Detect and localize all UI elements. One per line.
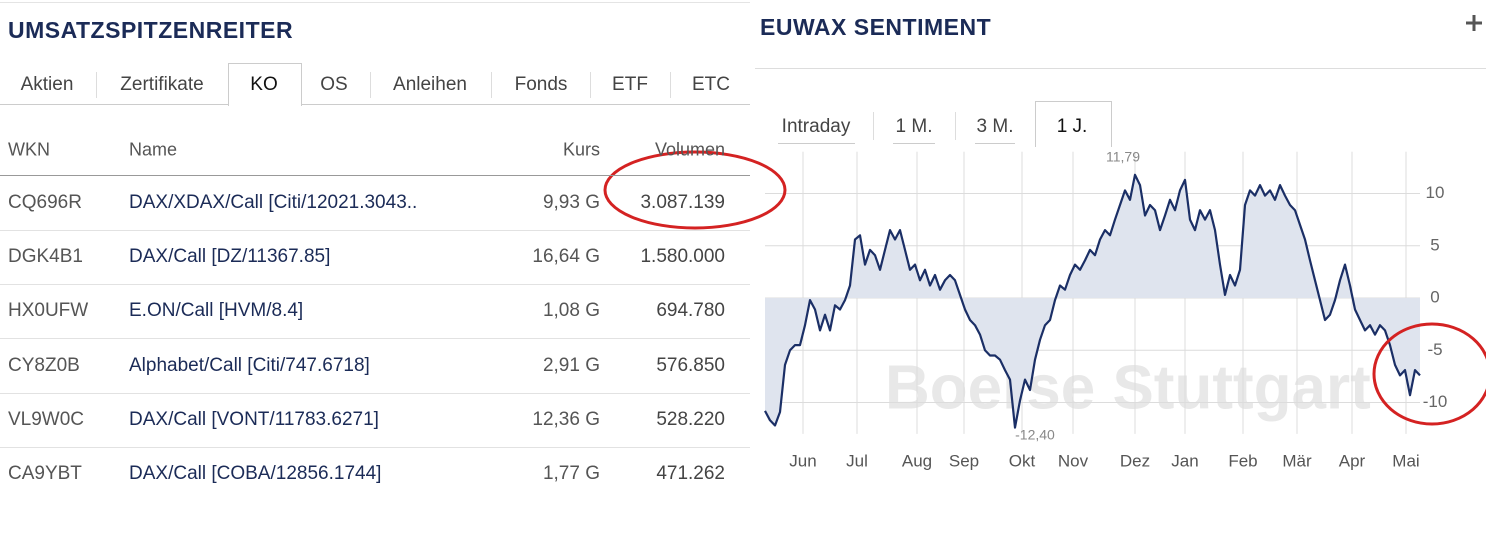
x-tick-label: Jan	[1171, 451, 1198, 470]
table-cell: 16,64 G	[532, 246, 600, 268]
watermark: Boerse Stuttgart	[885, 353, 1371, 422]
tab-underline	[975, 143, 1015, 144]
x-tick-label: Sep	[949, 451, 979, 470]
table-cell: HX0UFW	[8, 300, 89, 322]
table-cell: VL9W0C	[8, 408, 85, 430]
table-cell: CY8Z0B	[8, 354, 80, 376]
tab[interactable]: Zertifikate	[120, 74, 204, 95]
table-cell: CQ696R	[8, 192, 82, 213]
right-title: EUWAX SENTIMENT	[760, 14, 992, 40]
tab-separator	[590, 72, 591, 98]
table-cell: 1.580.000	[640, 246, 725, 268]
tab[interactable]: OS	[320, 74, 348, 95]
extreme-label: 11,79	[1106, 149, 1140, 165]
column-header: Name	[129, 139, 178, 160]
right-divider	[755, 68, 1486, 69]
tab-separator	[873, 112, 874, 140]
line	[764, 173, 1421, 429]
instrument-name[interactable]: DAX/Call [DZ/11367.85]	[129, 246, 331, 268]
tab-underline	[893, 143, 935, 144]
active-tab-box	[228, 63, 302, 106]
tab-underline	[778, 143, 855, 144]
area	[765, 174, 1420, 428]
table-cell: 471.262	[656, 463, 725, 484]
row-separator	[0, 392, 750, 394]
header-line	[0, 175, 750, 176]
x-tick-label: Jul	[846, 451, 868, 470]
table-cell: 12,36 G	[532, 408, 600, 430]
table-cell: 3.087.139	[640, 192, 725, 213]
expand-icon[interactable]	[1464, 13, 1484, 33]
y-tick-label: 5	[1430, 235, 1439, 254]
y-tick-label: 10	[1426, 183, 1445, 202]
y-tick-label: -10	[1423, 392, 1448, 411]
extreme-label: -12,40	[1015, 426, 1055, 442]
left-title: UMSATZSPITZENREITER	[8, 17, 294, 43]
column-header: Kurs	[562, 139, 600, 160]
table-cell: 694.780	[656, 300, 725, 322]
tab[interactable]: ETF	[612, 74, 648, 95]
top-border	[0, 2, 750, 3]
column-header: Volumen	[654, 139, 725, 160]
x-tick-label: Feb	[1228, 451, 1257, 470]
y-tick-label: 0	[1430, 288, 1439, 307]
row-separator	[0, 230, 750, 231]
tab[interactable]: ETC	[692, 74, 730, 95]
tab[interactable]: Intraday	[781, 116, 851, 137]
tab-separator	[96, 72, 97, 98]
tab[interactable]: Anleihen	[393, 74, 467, 95]
active-tab-box	[1035, 101, 1112, 147]
x-tick-label: Apr	[1339, 451, 1366, 470]
table-cell: 576.850	[656, 354, 725, 376]
x-tick-label: Mär	[1282, 451, 1312, 470]
instrument-name[interactable]: DAX/XDAX/Call [Citi/12021.3043..	[129, 192, 418, 213]
column-header: WKN	[8, 139, 50, 160]
tab-separator	[955, 112, 956, 140]
table-cell: 2,91 G	[542, 354, 600, 376]
x-tick-label: Mai	[1392, 451, 1419, 470]
tab-separator	[491, 72, 492, 98]
tab[interactable]: Aktien	[20, 74, 74, 95]
tab-bar-line	[0, 104, 750, 105]
instrument-name[interactable]: Alphabet/Call [Citi/747.6718]	[129, 354, 370, 376]
table-cell: 528.220	[656, 408, 725, 430]
tab-separator	[670, 72, 671, 98]
tab[interactable]: Fonds	[514, 74, 568, 95]
x-tick-label: Jun	[789, 451, 816, 470]
row-separator	[0, 284, 750, 286]
tab-separator	[370, 72, 371, 98]
table-cell: 9,93 G	[542, 192, 600, 213]
y-tick-label: -5	[1427, 340, 1442, 359]
x-tick-label: Nov	[1058, 451, 1089, 470]
instrument-name[interactable]: DAX/Call [VONT/11783.6271]	[129, 408, 379, 430]
row-separator	[0, 446, 750, 448]
x-tick-label: Okt	[1009, 451, 1036, 470]
tab[interactable]: 1 M.	[895, 116, 933, 137]
table-cell: 1,77 G	[542, 463, 600, 484]
tab-active[interactable]: KO	[250, 74, 278, 95]
table-cell: 1,08 G	[542, 300, 600, 322]
row-separator	[0, 338, 750, 340]
x-tick-label: Dez	[1120, 451, 1150, 470]
instrument-name[interactable]: DAX/Call [COBA/12856.1744]	[129, 463, 382, 484]
table-cell: CA9YBT	[8, 463, 82, 484]
tab-active[interactable]: 1 J.	[1056, 116, 1088, 137]
x-tick-label: Aug	[902, 451, 932, 470]
instrument-name[interactable]: E.ON/Call [HVM/8.4]	[129, 300, 304, 322]
table-cell: DGK4B1	[8, 246, 83, 268]
tab[interactable]: 3 M.	[976, 116, 1014, 137]
